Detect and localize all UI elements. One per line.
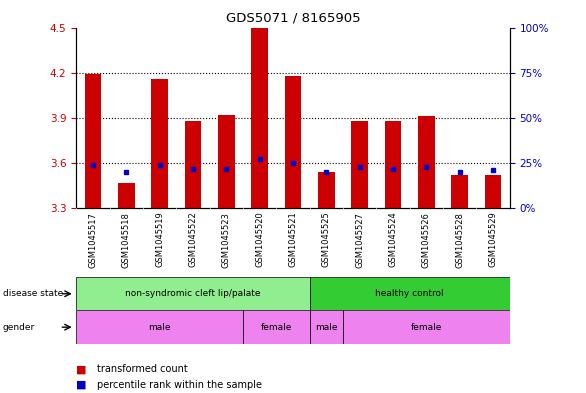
Text: GSM1045519: GSM1045519 <box>155 212 164 268</box>
Bar <box>485 175 502 208</box>
Text: female: female <box>261 323 292 332</box>
Text: GSM1045520: GSM1045520 <box>255 212 264 268</box>
Bar <box>218 115 234 208</box>
Text: GSM1045527: GSM1045527 <box>355 212 364 268</box>
Text: male: male <box>315 323 338 332</box>
Text: GSM1045524: GSM1045524 <box>389 212 397 268</box>
Text: disease state: disease state <box>3 289 63 298</box>
Text: non-syndromic cleft lip/palate: non-syndromic cleft lip/palate <box>125 289 261 298</box>
Text: ■: ■ <box>76 380 87 390</box>
Bar <box>251 28 268 208</box>
Text: transformed count: transformed count <box>97 364 188 375</box>
Bar <box>318 172 335 208</box>
Text: GSM1045523: GSM1045523 <box>222 212 231 268</box>
Bar <box>309 277 510 310</box>
Text: GSM1045528: GSM1045528 <box>455 212 464 268</box>
Text: gender: gender <box>3 323 35 332</box>
Bar <box>309 310 343 344</box>
Bar <box>185 121 201 208</box>
Text: GSM1045517: GSM1045517 <box>88 212 97 268</box>
Text: healthy control: healthy control <box>376 289 444 298</box>
Bar <box>84 74 101 208</box>
Bar <box>151 79 168 208</box>
Text: GSM1045518: GSM1045518 <box>122 212 131 268</box>
Text: male: male <box>148 323 171 332</box>
Bar <box>418 116 435 208</box>
Text: GSM1045521: GSM1045521 <box>288 212 298 268</box>
Text: percentile rank within the sample: percentile rank within the sample <box>97 380 262 390</box>
Text: GSM1045529: GSM1045529 <box>489 212 498 268</box>
Bar <box>451 175 468 208</box>
Text: GDS5071 / 8165905: GDS5071 / 8165905 <box>226 12 360 25</box>
Text: GSM1045526: GSM1045526 <box>422 212 431 268</box>
Bar <box>76 277 309 310</box>
Text: female: female <box>411 323 442 332</box>
Bar <box>385 121 401 208</box>
Bar <box>343 310 510 344</box>
Bar <box>76 310 243 344</box>
Text: GSM1045522: GSM1045522 <box>189 212 197 268</box>
Bar <box>118 183 135 208</box>
Bar <box>285 76 301 208</box>
Bar <box>352 121 368 208</box>
Text: GSM1045525: GSM1045525 <box>322 212 331 268</box>
Text: ■: ■ <box>76 364 87 375</box>
Bar <box>243 310 309 344</box>
